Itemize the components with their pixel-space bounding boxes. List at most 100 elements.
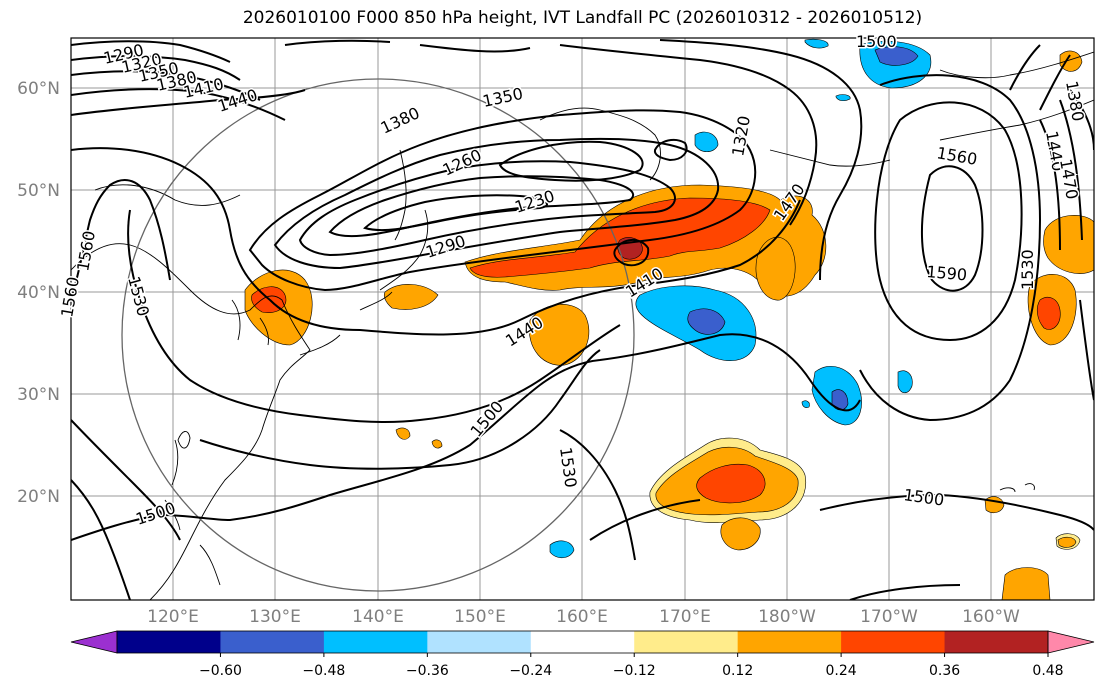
contour-label: 1590 xyxy=(926,262,968,284)
colorbar-tick-label: −0.60 xyxy=(199,663,242,679)
contour-line xyxy=(559,429,636,561)
ivt-positive-region xyxy=(469,197,771,278)
coastline-alaska xyxy=(939,51,1094,141)
lon-label: 160°W xyxy=(962,607,1020,627)
ivt-positive-region xyxy=(431,439,443,449)
colorbar-frame xyxy=(116,630,1049,654)
lat-label: 20°N xyxy=(17,487,60,507)
contour-line xyxy=(71,147,801,336)
lon-label: 160°E xyxy=(556,607,608,627)
contour-line xyxy=(559,44,818,226)
lon-label: 170°E xyxy=(659,607,711,627)
colorbar-tick-label: 0.24 xyxy=(826,663,857,679)
colorbar-tick-label: 0.36 xyxy=(929,663,960,679)
colorbar: −0.60 −0.48 −0.36 −0.24 −0.12 0.12 0.24 0.36 0.4… xyxy=(70,630,1095,679)
contour-line xyxy=(1009,44,1071,111)
ivt-negative-region xyxy=(801,400,810,408)
contour-line xyxy=(498,140,644,182)
colorbar-cell xyxy=(634,631,739,653)
lat-label: 40°N xyxy=(17,283,60,303)
map-title: 2026010100 F000 850 hPa height, IVT Land… xyxy=(242,8,923,28)
map-frame xyxy=(70,37,1095,601)
longitude-labels: 120°E 130°E 140°E 150°E 160°E 170°E 180°… xyxy=(147,607,1020,627)
lon-label: 120°E xyxy=(147,607,199,627)
ivt-negative-region xyxy=(804,38,829,49)
coastline-korea xyxy=(231,299,269,346)
ivt-positive-region xyxy=(528,304,590,366)
colorbar-tick-label: −0.48 xyxy=(302,663,345,679)
coastline-islands-hawaii xyxy=(999,483,1035,493)
colorbar-cell xyxy=(220,631,325,653)
lat-label: 60°N xyxy=(17,79,60,99)
height-contours xyxy=(71,39,1094,600)
ivt-shading xyxy=(244,38,1094,600)
ivt-positive-region xyxy=(1001,567,1051,600)
colorbar-extend-right xyxy=(1047,630,1095,654)
ivt-positive-region xyxy=(1036,297,1061,330)
ivt-positive-region xyxy=(1057,536,1077,548)
contour-line xyxy=(659,39,863,281)
ivt-positive-region xyxy=(1059,50,1083,72)
ivt-negative-region xyxy=(687,308,726,335)
contour-line xyxy=(71,89,306,116)
contour-line xyxy=(1039,99,1083,251)
contour-line xyxy=(248,109,757,292)
lon-label: 130°E xyxy=(249,607,301,627)
colorbar-cell xyxy=(323,631,428,653)
map-area xyxy=(71,38,1094,600)
lon-label: 170°W xyxy=(860,607,918,627)
colorbar-cell xyxy=(841,631,946,653)
contour-line xyxy=(363,194,548,232)
lat-label: 50°N xyxy=(17,181,60,201)
contour-line xyxy=(71,55,241,81)
colorbar-cell xyxy=(117,631,221,653)
colorbar-cell xyxy=(530,631,635,653)
contour-line xyxy=(71,333,861,541)
contour-line xyxy=(71,70,261,101)
ivt-positive-region xyxy=(383,284,439,310)
colorbar-tick-label: −0.24 xyxy=(509,663,552,679)
contour-line xyxy=(920,165,984,292)
colorbar-cell xyxy=(944,631,1049,653)
ivt-negative-region xyxy=(874,46,919,66)
contour-line xyxy=(127,209,621,424)
coastline-aleutians xyxy=(769,149,891,167)
contour-label: 1530 xyxy=(1018,249,1037,290)
contour-line xyxy=(71,40,231,63)
colorbar-cell xyxy=(737,631,842,653)
ivt-positive-region xyxy=(395,427,411,440)
range-circle xyxy=(121,78,635,592)
ivt-negative-region xyxy=(694,131,719,153)
lat-label: 30°N xyxy=(17,385,60,405)
colorbar-extend-left xyxy=(70,630,118,654)
lon-label: 140°E xyxy=(352,607,404,627)
ivt-negative-region xyxy=(549,540,575,559)
contour-line xyxy=(71,88,286,121)
colorbar-tick-label: −0.12 xyxy=(613,663,656,679)
lon-label: 180°W xyxy=(758,607,816,627)
latitude-labels: 60°N 50°N 40°N 30°N 20°N xyxy=(17,79,60,507)
ivt-negative-region xyxy=(897,370,913,394)
contour-line xyxy=(653,138,688,162)
coastline-kamchatka xyxy=(539,107,661,181)
coastline-asia xyxy=(71,243,311,600)
colorbar-tick-label: 0.12 xyxy=(722,663,753,679)
colorbar-cell xyxy=(427,631,532,653)
ivt-positive-region xyxy=(720,517,761,551)
lon-label: 150°E xyxy=(454,607,506,627)
ivt-negative-region xyxy=(835,94,851,102)
contour-line xyxy=(298,160,676,257)
contour-line xyxy=(613,239,650,267)
contour-line xyxy=(589,499,961,600)
contour-line xyxy=(71,179,171,301)
contour-line xyxy=(273,137,720,270)
contour-line xyxy=(859,74,1042,422)
ivt-positive-region xyxy=(755,236,796,301)
contour-line xyxy=(71,479,131,600)
contour-line xyxy=(284,39,531,53)
colorbar-tick-label: 0.48 xyxy=(1032,663,1063,679)
coastlines xyxy=(71,51,1094,600)
contour-line xyxy=(199,349,601,470)
contour-line xyxy=(819,493,1094,531)
